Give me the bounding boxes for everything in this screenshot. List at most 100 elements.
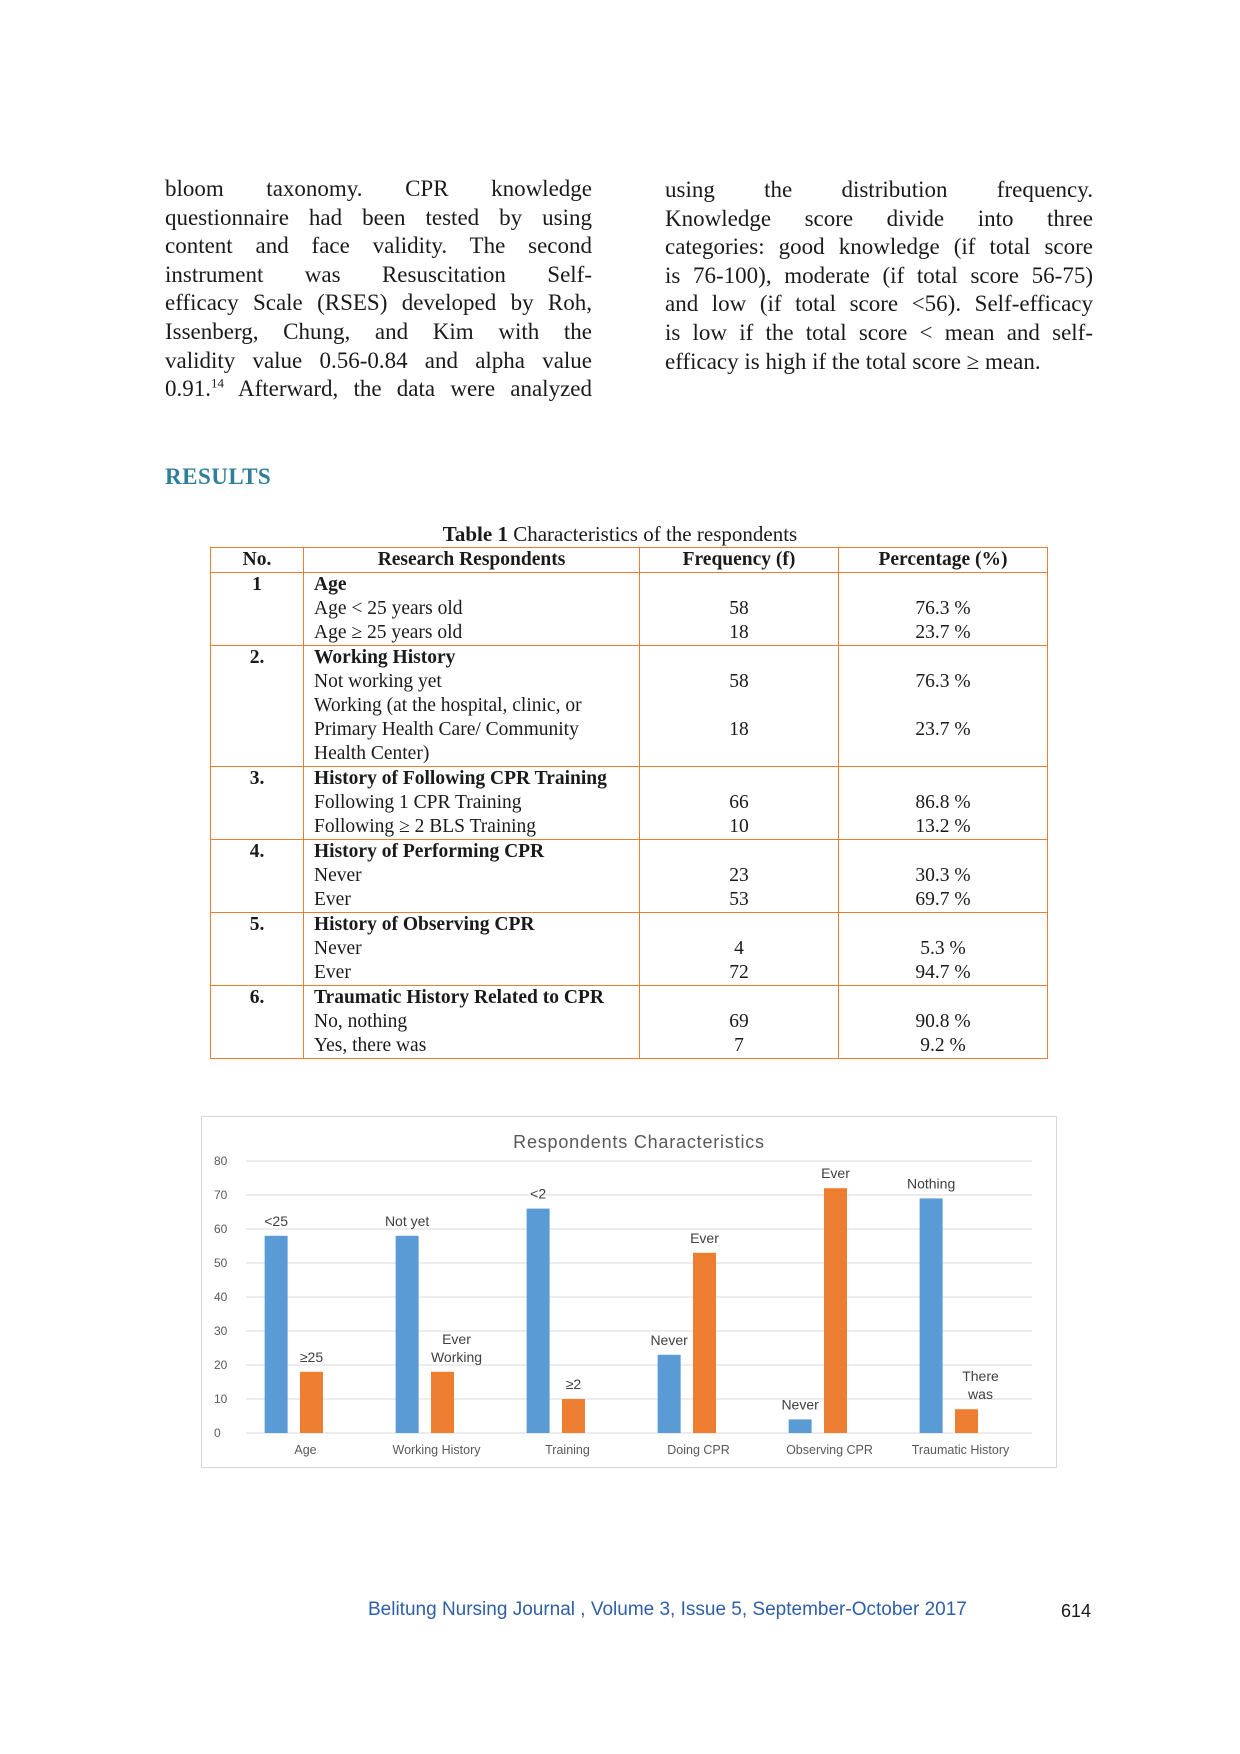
bar-chart-svg: Respondents Characteristics 0 10 20 30 40 50 60… — [214, 1132, 1032, 1457]
chart-bar — [955, 1409, 978, 1433]
respondent-cell: History of Observing CPR Never Ever — [303, 912, 640, 986]
frequency-value: 58 — [729, 598, 749, 619]
x-tick-label: Traumatic History — [912, 1443, 1010, 1457]
item-label: Yes, there was — [314, 1035, 427, 1056]
frequency-cell: 69 7 — [639, 985, 839, 1059]
respondents-chart: Respondents Characteristics 0 10 20 30 40 50 60… — [201, 1116, 1057, 1468]
text-line: Issenberg, Chung, and Kim with the — [165, 318, 592, 344]
category-label: History of Observing CPR — [314, 914, 535, 935]
y-tick-label: 30 — [214, 1324, 228, 1338]
chart-bar — [562, 1399, 585, 1433]
respondent-cell: Traumatic History Related to CPR No, noth… — [303, 985, 640, 1059]
spacer — [849, 913, 1037, 937]
text-line: instrument was Resuscitation Self- — [165, 261, 592, 287]
y-tick-label: 0 — [214, 1426, 221, 1440]
spacer — [849, 694, 1037, 718]
frequency-value: 7 — [734, 1035, 744, 1056]
data-label: Nothing — [907, 1175, 955, 1191]
frequency-value: 69 — [729, 1011, 749, 1032]
percentage-cell: 90.8 % 9.2 % — [838, 985, 1048, 1059]
item-label: Ever — [314, 962, 351, 983]
chart-bar — [657, 1354, 681, 1433]
text-line: bloom taxonomy. CPR knowledge — [165, 176, 592, 201]
chart-bar — [788, 1419, 812, 1433]
x-tick-label: Doing CPR — [667, 1443, 730, 1457]
frequency-cell: 23 53 — [639, 839, 839, 913]
data-label: ≥25 — [300, 1349, 323, 1365]
item-label: Never — [314, 865, 362, 886]
percentage-cell: 5.3 % 94.7 % — [838, 912, 1048, 986]
spacer — [849, 573, 1037, 597]
percentage-value: 5.3 % — [920, 938, 966, 959]
spacer — [849, 840, 1037, 864]
data-label: There — [962, 1368, 999, 1384]
x-tick-label: Training — [545, 1443, 590, 1457]
respondent-cell: History of Following CPR Training Followi… — [303, 766, 640, 840]
percentage-value: 13.2 % — [915, 816, 971, 837]
table-header-row: No. Research Respondents Frequency (f) P… — [210, 547, 1048, 573]
y-tick-label: 40 — [214, 1290, 228, 1304]
percentage-cell: 76.3 % 23.7 % — [838, 572, 1048, 646]
percentage-cell: 76.3 % 23.7 % — [838, 645, 1048, 767]
journal-footer: Belitung Nursing Journal , Volume 3, Iss… — [368, 1599, 967, 1620]
text-line: and low (if total score <56). Self-effic… — [665, 291, 1093, 317]
text-line-last: efficacy is high if the total score ≥ me… — [665, 348, 1041, 374]
spacer — [849, 767, 1037, 791]
text-line: Knowledge score divide into three — [665, 205, 1093, 231]
row-number-text: 4. — [249, 841, 265, 862]
y-tick-label: 10 — [214, 1392, 228, 1406]
header-percentage: Percentage (%) — [838, 547, 1048, 573]
chart-bar — [395, 1235, 419, 1433]
row-number-text: 3. — [249, 768, 265, 789]
data-label: ≥2 — [566, 1376, 582, 1392]
row-number: 6. — [210, 985, 304, 1059]
table-caption: Table 1 Characteristics of the responden… — [442, 522, 798, 546]
characteristics-table: No. Research Respondents Frequency (f) P… — [210, 547, 1048, 1059]
row-number: 2. — [210, 645, 304, 767]
frequency-value: 72 — [729, 962, 749, 983]
spacer — [650, 694, 828, 718]
spacer — [650, 840, 828, 864]
table-row: 6. Traumatic History Related to CPR No, no… — [210, 985, 1048, 1059]
table-row: 2. Working History Not working yet Working … — [210, 645, 1048, 767]
item-label: Working (at the hospital, clinic, or Pri… — [314, 695, 582, 764]
respondent-cell: Working History Not working yet Working (a… — [303, 645, 640, 767]
item-label: Ever — [314, 889, 351, 910]
row-number-text: 1 — [252, 574, 262, 595]
frequency-cell: 58 18 — [639, 572, 839, 646]
text-line: using the distribution frequency. — [665, 177, 1093, 202]
spacer — [650, 913, 828, 937]
percentage-cell: 86.8 % 13.2 % — [838, 766, 1048, 840]
item-label: No, nothing — [314, 1011, 408, 1032]
y-tick-label: 80 — [214, 1154, 228, 1168]
text-line: is 76-100), moderate (if total score 56-… — [665, 262, 1093, 288]
row-number-text: 6. — [249, 987, 265, 1008]
chart-title: Respondents Characteristics — [513, 1132, 765, 1152]
row-number: 3. — [210, 766, 304, 840]
header-frequency: Frequency (f) — [639, 547, 839, 573]
frequency-value: 58 — [729, 671, 749, 692]
frequency-cell: 66 10 — [639, 766, 839, 840]
category-label: Working History — [314, 647, 456, 668]
spacer — [650, 573, 828, 597]
x-tick-label: Age — [294, 1443, 316, 1457]
percentage-value: 9.2 % — [920, 1035, 966, 1056]
section-heading-results: RESULTS — [165, 464, 272, 489]
spacer — [650, 767, 828, 791]
percentage-value: 86.8 % — [915, 792, 971, 813]
frequency-value: 23 — [729, 865, 749, 886]
text-line: validity value 0.56-0.84 and alpha value — [165, 347, 592, 373]
text-line: questionnaire had been tested by using — [165, 204, 592, 230]
frequency-value: 66 — [729, 792, 749, 813]
text-line: efficacy Scale (RSES) developed by Roh, — [165, 290, 592, 316]
item-label: Age < 25 years old — [314, 598, 463, 619]
row-number: 4. — [210, 839, 304, 913]
data-label: Never — [650, 1332, 688, 1348]
data-label: was — [967, 1386, 993, 1402]
data-label: Ever — [690, 1230, 719, 1246]
y-tick-label: 70 — [214, 1188, 228, 1202]
frequency-value: 4 — [734, 938, 744, 959]
percentage-value: 23.7 % — [915, 622, 971, 643]
table-row: 4. History of Performing CPR Never Ever 23 5… — [210, 839, 1048, 913]
respondent-cell: Age Age < 25 years old Age ≥ 25 years old — [303, 572, 640, 646]
